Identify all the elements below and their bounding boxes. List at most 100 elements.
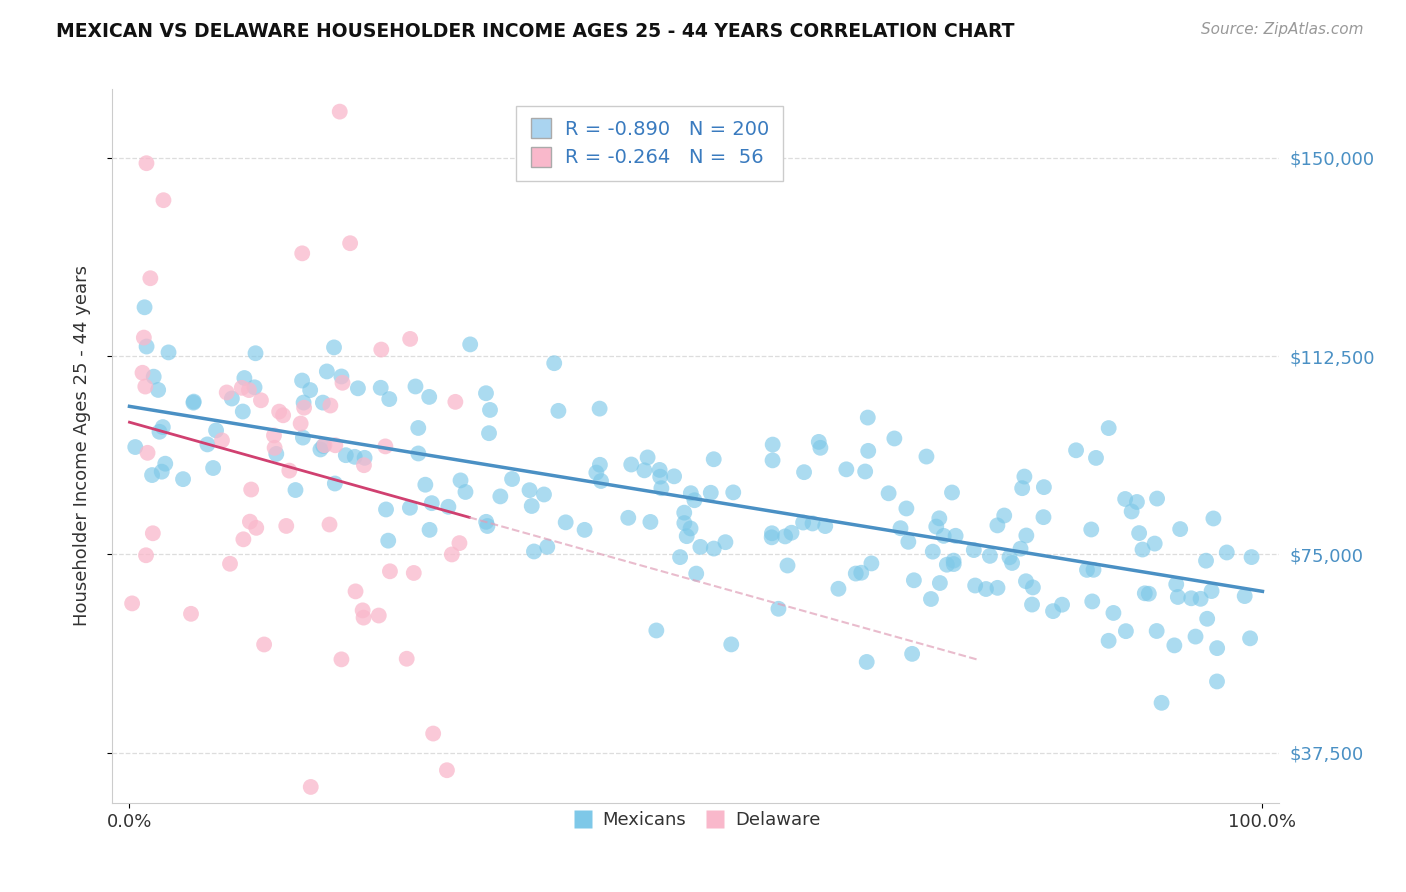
- Point: [998, 550, 1021, 565]
- Point: [1064, 443, 1087, 458]
- Point: [124, 440, 146, 454]
- Point: [1143, 536, 1166, 550]
- Point: [963, 543, 986, 558]
- Point: [1163, 639, 1185, 653]
- Point: [378, 564, 401, 578]
- Point: [853, 465, 876, 479]
- Point: [675, 529, 697, 543]
- Point: [883, 432, 905, 446]
- Point: [1010, 541, 1032, 556]
- Point: [353, 450, 375, 465]
- Point: [406, 421, 429, 435]
- Point: [1080, 523, 1102, 537]
- Point: [136, 446, 159, 460]
- Point: [1014, 469, 1036, 483]
- Point: [543, 356, 565, 370]
- Point: [271, 409, 294, 423]
- Point: [1050, 598, 1073, 612]
- Point: [1022, 581, 1045, 595]
- Point: [889, 521, 911, 535]
- Point: [714, 535, 737, 549]
- Point: [845, 566, 868, 581]
- Point: [942, 557, 965, 571]
- Point: [827, 582, 849, 596]
- Point: [1206, 674, 1229, 689]
- Point: [215, 385, 238, 400]
- Point: [418, 390, 440, 404]
- Point: [689, 540, 711, 554]
- Point: [374, 439, 396, 453]
- Point: [793, 465, 815, 479]
- Point: [1202, 511, 1225, 525]
- Point: [1239, 632, 1261, 646]
- Point: [669, 550, 692, 565]
- Point: [141, 468, 163, 483]
- Point: [1021, 598, 1043, 612]
- Point: [637, 450, 659, 465]
- Point: [266, 447, 288, 461]
- Point: [343, 450, 366, 464]
- Point: [1180, 591, 1202, 606]
- Point: [319, 399, 342, 413]
- Point: [245, 521, 267, 535]
- Point: [640, 515, 662, 529]
- Point: [134, 300, 156, 314]
- Point: [312, 395, 335, 409]
- Point: [986, 518, 1008, 533]
- Point: [353, 610, 375, 624]
- Point: [292, 395, 315, 409]
- Point: [134, 379, 156, 393]
- Point: [1240, 550, 1263, 565]
- Point: [1015, 574, 1038, 589]
- Point: [801, 516, 824, 531]
- Point: [554, 516, 576, 530]
- Point: [650, 481, 672, 495]
- Point: [135, 156, 157, 170]
- Point: [547, 404, 569, 418]
- Point: [395, 652, 418, 666]
- Point: [344, 584, 367, 599]
- Point: [1233, 589, 1256, 603]
- Point: [928, 511, 950, 525]
- Point: [851, 566, 873, 580]
- Point: [375, 502, 398, 516]
- Point: [335, 448, 357, 462]
- Point: [422, 726, 444, 740]
- Point: [589, 474, 612, 488]
- Point: [436, 763, 458, 777]
- Point: [330, 652, 353, 666]
- Point: [993, 508, 1015, 523]
- Point: [520, 499, 543, 513]
- Point: [1166, 577, 1188, 591]
- Point: [761, 526, 783, 541]
- Point: [617, 510, 640, 524]
- Point: [536, 540, 558, 554]
- Point: [1121, 504, 1143, 518]
- Point: [1097, 633, 1119, 648]
- Point: [329, 104, 352, 119]
- Point: [399, 332, 422, 346]
- Point: [323, 438, 346, 452]
- Point: [974, 582, 997, 596]
- Point: [860, 557, 883, 571]
- Point: [146, 383, 169, 397]
- Point: [253, 638, 276, 652]
- Point: [232, 533, 254, 547]
- Point: [152, 193, 174, 207]
- Point: [780, 525, 803, 540]
- Point: [1085, 450, 1108, 465]
- Point: [673, 516, 696, 530]
- Point: [1167, 590, 1189, 604]
- Point: [139, 271, 162, 285]
- Point: [183, 394, 205, 409]
- Point: [1126, 495, 1149, 509]
- Point: [533, 487, 555, 501]
- Point: [370, 381, 392, 395]
- Point: [768, 601, 790, 615]
- Point: [915, 450, 938, 464]
- Point: [378, 392, 401, 406]
- Point: [773, 529, 796, 543]
- Point: [367, 608, 389, 623]
- Point: [928, 576, 950, 591]
- Point: [299, 383, 322, 397]
